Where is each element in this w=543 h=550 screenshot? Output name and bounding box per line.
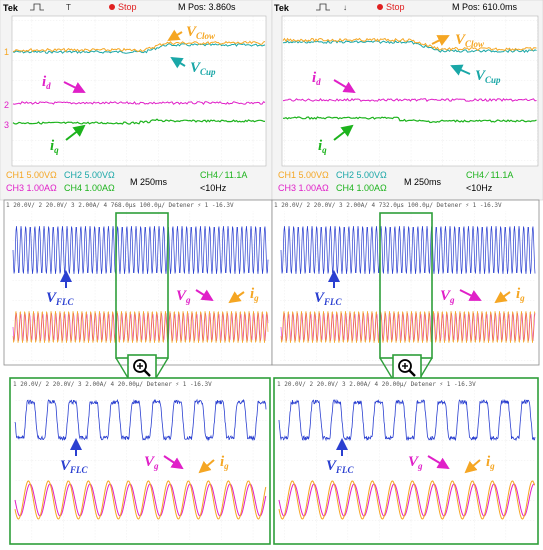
id-trace (12, 101, 266, 106)
iq-label: iq (50, 138, 59, 155)
vg-label: Vg (408, 454, 423, 471)
frequency: <10Hz (200, 183, 227, 193)
timebase: M 250ms (404, 177, 442, 187)
ch1-setting: CH1 5.00VΩ (278, 170, 329, 180)
ch3-setting: CH3 1.00AΩ (278, 183, 329, 193)
bottom-left-panel: 1 20.0V/ 2 20.0V/ 3 2.00A/ 4 20.00μ/ Det… (9, 377, 271, 545)
ig-trace (280, 310, 536, 344)
stop-indicator-icon (109, 4, 115, 10)
vclow-trace (282, 37, 537, 52)
iq-trace (12, 118, 266, 125)
mid-right-panel: 1 20.0V/ 2 20.0V/ 3 2.00A/ 4 732.0μs 100… (271, 199, 540, 366)
ch4-setting: CH4 1.00AΩ (336, 183, 387, 193)
mpos-readout: M Pos: 3.860s (178, 2, 236, 12)
ch1-marker: 1 (4, 47, 9, 57)
vflc-label: VFLC (326, 458, 355, 475)
top-right-panel: Tek ↓ Stop M Pos: 610.0ms VClow VCup id … (271, 0, 543, 201)
vflc-trace (14, 398, 267, 442)
ch2-setting: CH2 5.00VΩ (336, 170, 387, 180)
stop-indicator-icon (377, 4, 383, 10)
ch1-setting: CH1 5.00VΩ (6, 170, 57, 180)
scope-header: 1 20.0V/ 2 20.0V/ 3 2.00A/ 4 768.0μs 100… (6, 202, 234, 209)
iq-label: iq (318, 138, 327, 155)
iq-trace (283, 116, 537, 124)
zoom-connectors (115, 357, 433, 379)
trigger-setting: CH4 ∕ 11.1A (466, 170, 513, 180)
vclow-trace (12, 40, 266, 53)
vclow-label: VClow (186, 24, 216, 41)
ig-trace (12, 310, 269, 344)
trigger-pulse-icon (30, 3, 44, 11)
id-label: id (312, 70, 321, 87)
scope-header: 1 20.0V/ 2 20.0V/ 3 2.00A/ 4 20.00μ/ Det… (277, 381, 476, 388)
trigger-position-icon: T (66, 3, 71, 12)
magnifier-plus-icon (392, 354, 422, 382)
frequency: <10Hz (466, 183, 493, 193)
ch4-setting: CH4 1.00AΩ (64, 183, 115, 193)
vflc-label: VFLC (60, 458, 89, 475)
vflc-label: VFLC (314, 290, 343, 307)
bottom-right-panel: 1 20.0V/ 2 20.0V/ 3 2.00A/ 4 20.00μ/ Det… (273, 377, 539, 545)
vg-trace (280, 312, 536, 342)
scope-header: 1 20.0V/ 2 20.0V/ 3 2.00A/ 4 732.0μs 100… (274, 202, 502, 209)
ch4-marker: 3 (4, 120, 9, 130)
vg-label: Vg (176, 288, 191, 305)
vflc-label: VFLC (46, 290, 75, 307)
trigger-setting: CH4 ∕ 11.1A (200, 170, 247, 180)
vcup-trace (282, 39, 537, 54)
ig-label: ig (486, 454, 495, 471)
ig-label: ig (220, 454, 229, 471)
trigger-pulse-icon (316, 3, 330, 11)
run-status: Stop (386, 2, 405, 12)
ch3-marker: 2 (4, 100, 9, 110)
ig-trace (14, 480, 267, 520)
magnifier-plus-icon (127, 354, 157, 382)
brand-label: Tek (274, 3, 290, 13)
ch2-setting: CH2 5.00VΩ (64, 170, 115, 180)
vg-trace (278, 483, 535, 517)
mid-left-panel: 1 20.0V/ 2 20.0V/ 3 2.00A/ 4 768.0μs 100… (3, 199, 273, 366)
mpos-readout: M Pos: 610.0ms (452, 2, 518, 12)
vflc-trace (278, 398, 536, 442)
run-status: Stop (118, 2, 137, 12)
brand-label: Tek (3, 3, 19, 13)
vclow-label: VClow (455, 32, 485, 49)
trigger-position-icon: ↓ (343, 3, 347, 12)
scope-header: 1 20.0V/ 2 20.0V/ 3 2.00A/ 4 20.00μ/ Det… (13, 381, 212, 388)
vcup-label: VCup (475, 68, 501, 85)
ig-label: ig (516, 286, 525, 303)
ig-label: ig (250, 286, 259, 303)
vflc-trace (12, 226, 269, 274)
timebase: M 250ms (130, 177, 168, 187)
vg-label: Vg (440, 288, 455, 305)
vg-label: Vg (144, 454, 159, 471)
vflc-trace (280, 226, 536, 274)
top-left-panel: Tek T Stop M Pos: 3.860s 1 2 3 VClow VCu… (0, 0, 273, 201)
id-trace (282, 97, 537, 102)
ch3-setting: CH3 1.00AΩ (6, 183, 57, 193)
id-label: id (42, 74, 51, 91)
ig-trace (278, 480, 536, 520)
vcup-label: VCup (190, 60, 216, 77)
